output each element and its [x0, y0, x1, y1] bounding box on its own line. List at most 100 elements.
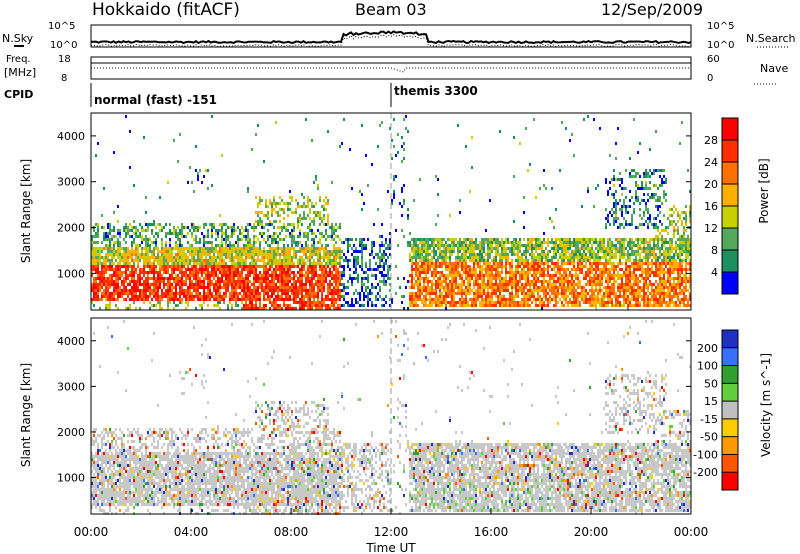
power-cell	[505, 277, 507, 280]
power-cell	[189, 247, 191, 250]
power-cell	[423, 241, 425, 244]
power-cell	[145, 256, 147, 259]
power-cell	[425, 295, 427, 298]
power-cell	[427, 280, 429, 283]
power-cell	[111, 256, 113, 259]
power-cell	[125, 289, 127, 292]
power-cell	[99, 259, 101, 262]
power-cell	[325, 208, 327, 211]
power-cell	[371, 292, 373, 295]
power-cell	[489, 271, 491, 274]
power-cell	[139, 298, 141, 301]
power-cell	[429, 247, 431, 250]
power-cell	[115, 250, 117, 253]
power-cell	[589, 289, 591, 292]
power-cell	[425, 268, 427, 271]
power-cell	[111, 280, 113, 283]
power-cell	[283, 292, 285, 295]
power-cell	[309, 253, 311, 256]
power-cell	[603, 304, 605, 307]
power-cell	[235, 271, 237, 274]
power-cell	[373, 241, 375, 244]
power-cell	[157, 274, 159, 277]
power-cell	[277, 244, 279, 247]
power-cell	[431, 238, 433, 241]
power-cell	[137, 280, 139, 283]
power-cell	[585, 289, 587, 292]
power-cell	[287, 298, 289, 301]
power-cell	[509, 292, 511, 295]
power-cell	[561, 250, 563, 253]
power-cell	[149, 256, 151, 259]
power-cell	[483, 247, 485, 250]
power-cell	[181, 292, 183, 295]
power-cell	[337, 277, 339, 280]
power-cell	[331, 274, 333, 277]
power-cell	[307, 280, 309, 283]
power-cell	[133, 277, 135, 280]
power-cell	[335, 277, 337, 280]
power-cell	[311, 247, 313, 250]
power-cell	[183, 259, 185, 262]
power-cell	[599, 268, 601, 271]
power-cell	[347, 286, 349, 289]
power-cell	[211, 226, 213, 229]
power-cell	[193, 256, 195, 259]
power-cell	[537, 298, 539, 301]
power-cell	[485, 241, 487, 244]
power-cell	[433, 262, 435, 265]
power-cell	[191, 274, 193, 277]
power-cell	[257, 307, 259, 310]
power-cell	[475, 262, 477, 265]
power-cell	[557, 289, 559, 292]
power-cell	[155, 286, 157, 289]
power-cell	[419, 238, 421, 241]
power-cell	[317, 187, 319, 190]
freq-tick-bottom: 8	[61, 73, 67, 84]
power-cell	[259, 277, 261, 280]
power-cell	[311, 292, 313, 295]
power-cell	[603, 253, 605, 256]
power-cell	[363, 244, 365, 247]
power-cell	[315, 178, 317, 181]
power-cell	[123, 277, 125, 280]
power-cell	[161, 277, 163, 280]
power-cell	[347, 280, 349, 283]
power-cell	[265, 262, 267, 265]
power-cell	[295, 286, 297, 289]
power-cell	[231, 280, 233, 283]
power-cell	[327, 274, 329, 277]
power-cell	[421, 244, 423, 247]
power-cell	[223, 298, 225, 301]
power-cell	[521, 244, 523, 247]
power-cell	[285, 253, 287, 256]
power-cell	[421, 241, 423, 244]
power-cell	[197, 271, 199, 274]
power-cell	[273, 289, 275, 292]
power-cell	[413, 301, 415, 304]
power-cell	[221, 298, 223, 301]
power-cell	[91, 298, 93, 301]
power-cell	[209, 259, 211, 262]
power-cell	[569, 238, 571, 241]
power-cell	[137, 250, 139, 253]
power-cell	[489, 301, 491, 304]
power-cell	[441, 274, 443, 277]
power-cell	[105, 244, 107, 247]
power-cell	[335, 247, 337, 250]
power-cell	[189, 268, 191, 271]
power-cell	[281, 268, 283, 271]
power-cell	[497, 265, 499, 268]
power-cell	[229, 295, 231, 298]
power-cell	[195, 271, 197, 274]
power-cell	[333, 298, 335, 301]
power-cell	[415, 298, 417, 301]
power-cell	[99, 274, 101, 277]
power-cell	[127, 265, 129, 268]
power-cell	[187, 262, 189, 265]
power-cell	[371, 286, 373, 289]
power-cell	[149, 307, 151, 310]
power-cell	[283, 259, 285, 262]
power-cell	[227, 235, 229, 238]
power-cell	[565, 250, 567, 253]
